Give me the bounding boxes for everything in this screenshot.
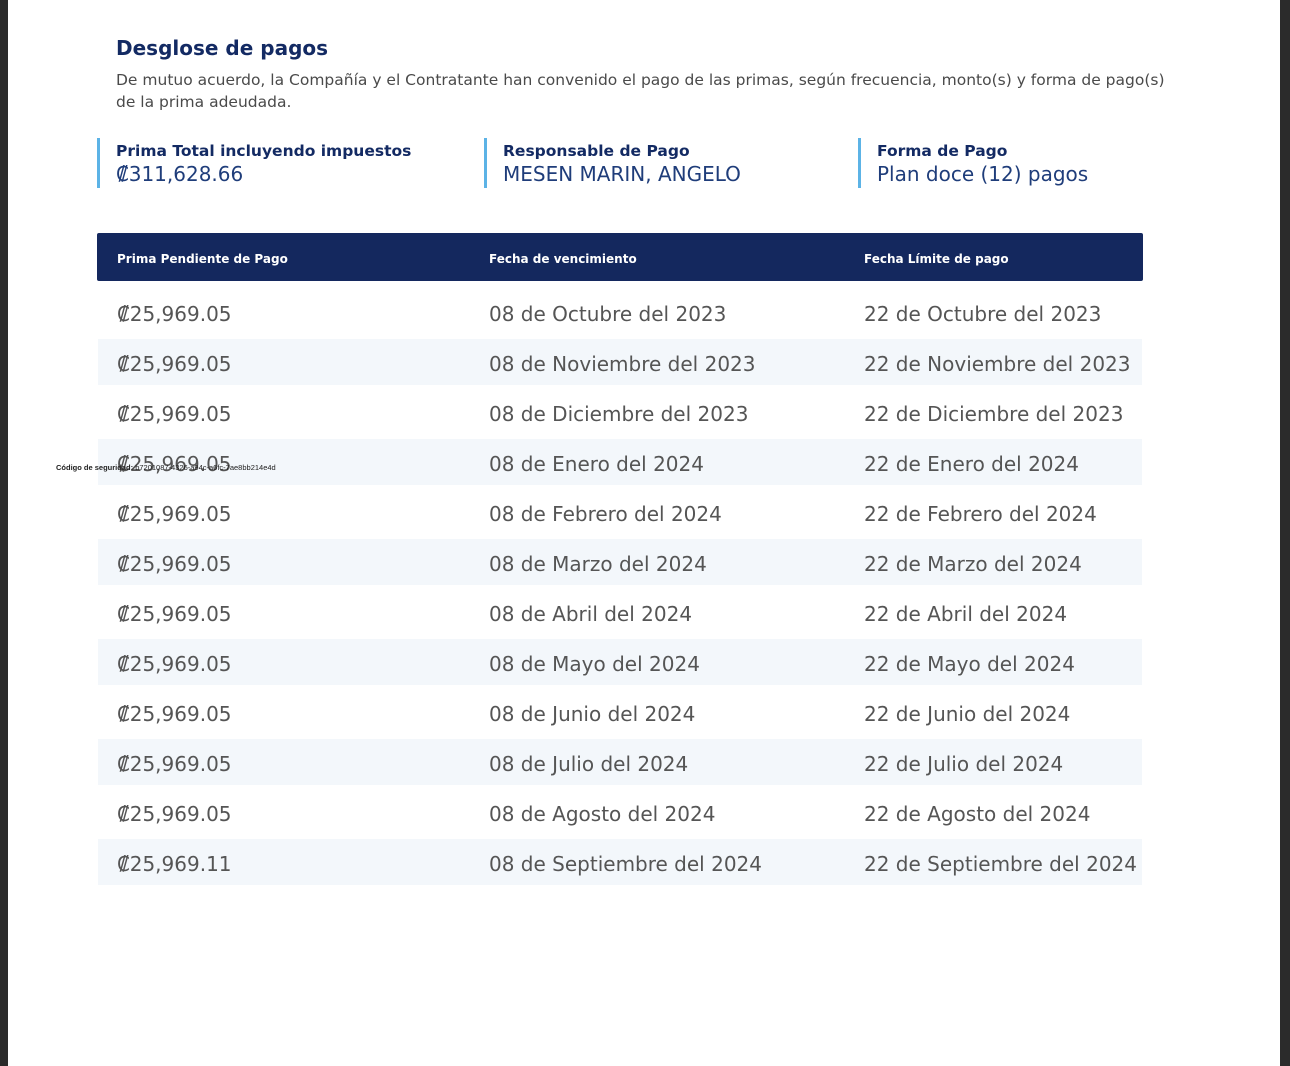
section-title: Desglose de pagos <box>116 36 329 60</box>
table-row: ₡25,969.05 08 de Agosto del 2024 22 de A… <box>98 789 1142 835</box>
cell-limit-date: 22 de Mayo del 2024 <box>864 652 1075 676</box>
cell-amount: ₡25,969.05 <box>117 402 232 426</box>
table-row: ₡25,969.05 08 de Abril del 2024 22 de Ab… <box>98 589 1142 635</box>
payments-table-header: Prima Pendiente de Pago Fecha de vencimi… <box>97 233 1143 281</box>
summary-responsible-value: MESEN MARIN, ANGELO <box>503 162 741 186</box>
cell-due-date: 08 de Diciembre del 2023 <box>489 402 749 426</box>
payments-table-body: ₡25,969.05 08 de Octubre del 2023 22 de … <box>98 289 1142 889</box>
summary-responsible-label: Responsable de Pago <box>503 142 690 160</box>
cell-limit-date: 22 de Septiembre del 2024 <box>864 852 1137 876</box>
summary-total-value: ₡311,628.66 <box>116 162 244 186</box>
cell-amount: ₡25,969.11 <box>117 852 232 876</box>
cell-due-date: 08 de Julio del 2024 <box>489 752 689 776</box>
table-row: ₡25,969.05 08 de Julio del 2024 22 de Ju… <box>98 739 1142 785</box>
cell-limit-date: 22 de Noviembre del 2023 <box>864 352 1131 376</box>
cell-due-date: 08 de Agosto del 2024 <box>489 802 716 826</box>
cell-due-date: 08 de Mayo del 2024 <box>489 652 700 676</box>
cell-amount: ₡25,969.05 <box>117 552 232 576</box>
cell-amount: ₡25,969.05 <box>117 652 232 676</box>
table-row: ₡25,969.05 08 de Junio del 2024 22 de Ju… <box>98 689 1142 735</box>
summary-responsible: Responsable de Pago MESEN MARIN, ANGELO <box>484 138 741 188</box>
summary-method-value: Plan doce (12) pagos <box>877 162 1089 186</box>
cell-limit-date: 22 de Julio del 2024 <box>864 752 1064 776</box>
cell-due-date: 08 de Noviembre del 2023 <box>489 352 756 376</box>
column-header-limite: Fecha Límite de pago <box>864 252 1009 266</box>
summary-method-label: Forma de Pago <box>877 142 1008 160</box>
table-row: ₡25,969.05 08 de Diciembre del 2023 22 d… <box>98 389 1142 435</box>
table-row: ₡25,969.05 08 de Febrero del 2024 22 de … <box>98 489 1142 535</box>
cell-limit-date: 22 de Diciembre del 2023 <box>864 402 1124 426</box>
cell-due-date: 08 de Septiembre del 2024 <box>489 852 762 876</box>
cell-amount: ₡25,969.05 <box>117 752 232 776</box>
table-row: ₡25,969.05 08 de Octubre del 2023 22 de … <box>98 289 1142 335</box>
cell-due-date: 08 de Octubre del 2023 <box>489 302 727 326</box>
table-row: ₡25,969.05 08 de Mayo del 2024 22 de May… <box>98 639 1142 685</box>
cell-limit-date: 22 de Agosto del 2024 <box>864 802 1091 826</box>
cell-amount: ₡25,969.05 <box>117 702 232 726</box>
cell-due-date: 08 de Junio del 2024 <box>489 702 696 726</box>
cell-due-date: 08 de Enero del 2024 <box>489 452 704 476</box>
table-row: ₡25,969.11 08 de Septiembre del 2024 22 … <box>98 839 1142 885</box>
security-code: Código de seguridad: b7201087-4326-a94c-… <box>56 463 276 472</box>
security-code-value: b7201087-4326-a94c-a6fc-7ae8bb214e4d <box>135 463 276 472</box>
summary-total-label: Prima Total incluyendo impuestos <box>116 142 412 160</box>
summary-method: Forma de Pago Plan doce (12) pagos <box>858 138 1088 188</box>
cell-limit-date: 22 de Enero del 2024 <box>864 452 1079 476</box>
section-intro: De mutuo acuerdo, la Compañía y el Contr… <box>116 71 1165 111</box>
cell-due-date: 08 de Abril del 2024 <box>489 602 693 626</box>
cell-amount: ₡25,969.05 <box>117 302 232 326</box>
document-page: Desglose de pagos De mutuo acuerdo, la C… <box>8 0 1280 1066</box>
cell-amount: ₡25,969.05 <box>117 352 232 376</box>
cell-amount: ₡25,969.05 <box>117 802 232 826</box>
summary-total: Prima Total incluyendo impuestos ₡311,62… <box>97 138 411 188</box>
cell-amount: ₡25,969.05 <box>117 502 232 526</box>
table-row: ₡25,969.05 08 de Noviembre del 2023 22 d… <box>98 339 1142 385</box>
table-row: ₡25,969.05 08 de Marzo del 2024 22 de Ma… <box>98 539 1142 585</box>
column-header-vencimiento: Fecha de vencimiento <box>489 252 637 266</box>
cell-amount: ₡25,969.05 <box>117 602 232 626</box>
cell-limit-date: 22 de Junio del 2024 <box>864 702 1071 726</box>
table-row: ₡25,969.05 08 de Enero del 2024 22 de En… <box>98 439 1142 485</box>
cell-due-date: 08 de Febrero del 2024 <box>489 502 722 526</box>
cell-limit-date: 22 de Febrero del 2024 <box>864 502 1097 526</box>
cell-amount: ₡25,969.05 <box>117 452 232 476</box>
cell-limit-date: 22 de Abril del 2024 <box>864 602 1068 626</box>
cell-limit-date: 22 de Marzo del 2024 <box>864 552 1082 576</box>
security-code-label: Código de seguridad: <box>56 463 134 472</box>
cell-limit-date: 22 de Octubre del 2023 <box>864 302 1102 326</box>
column-header-prima: Prima Pendiente de Pago <box>117 252 288 266</box>
cell-due-date: 08 de Marzo del 2024 <box>489 552 707 576</box>
